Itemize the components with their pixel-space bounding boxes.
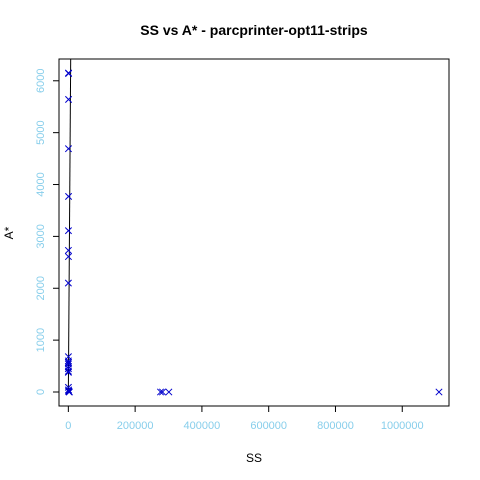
x-tick-label: 200000 <box>117 420 154 432</box>
data-point <box>156 388 165 396</box>
data-point <box>158 388 167 396</box>
data-point <box>64 253 73 261</box>
x-tick-label: 400000 <box>184 420 221 432</box>
x-tick-label: 1000000 <box>381 420 424 432</box>
data-point <box>65 69 73 78</box>
y-tick-label: 4000 <box>35 172 47 196</box>
data-point <box>64 246 72 254</box>
y-tick-label: 2000 <box>35 276 47 300</box>
data-point <box>165 388 173 396</box>
y-axis-label: A* <box>2 226 16 239</box>
data-point <box>64 145 73 153</box>
y-tick-label: 5000 <box>35 120 47 144</box>
data-point <box>64 227 73 235</box>
x-tick-label: 800000 <box>317 420 354 432</box>
data-point <box>435 388 443 396</box>
fit-line <box>67 58 72 392</box>
fit-line-layer <box>67 58 72 392</box>
x-axis-label: SS <box>246 451 262 465</box>
data-point <box>64 368 72 376</box>
data-point <box>64 357 72 365</box>
data-point <box>64 95 73 104</box>
x-tick-label: 600000 <box>250 420 287 432</box>
x-tick-label: 0 <box>65 420 71 432</box>
y-tick-label: 1000 <box>35 328 47 352</box>
data-points <box>64 69 443 396</box>
y-tick-label: 6000 <box>35 69 47 93</box>
chart-title: SS vs A* - parcprinter-opt11-strips <box>140 22 368 38</box>
y-tick-label: 3000 <box>35 224 47 248</box>
data-point <box>64 192 73 201</box>
y-tick-label: 0 <box>35 389 47 395</box>
data-point <box>64 279 72 287</box>
data-point <box>64 386 73 394</box>
x-axis: 0 200000 400000 600000 800000 1000000 <box>65 405 424 432</box>
data-point <box>65 388 73 396</box>
data-point <box>64 367 72 375</box>
y-axis: 0 1000 2000 3000 4000 5000 6000 <box>35 69 60 395</box>
